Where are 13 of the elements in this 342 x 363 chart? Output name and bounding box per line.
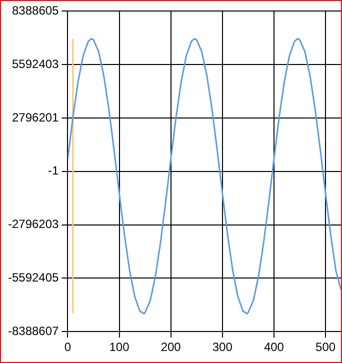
y-tick-label: -2796203 xyxy=(8,217,60,232)
y-tick-label: -1 xyxy=(48,164,60,178)
x-tick-label: 100 xyxy=(109,340,130,354)
x-tick-label: 200 xyxy=(160,340,182,354)
x-tick-label: 300 xyxy=(212,340,233,354)
y-tick-label: 8388605 xyxy=(12,4,60,18)
x-tick-label: 400 xyxy=(264,340,284,354)
y-tick-label: -5592405 xyxy=(8,270,60,285)
x-tick-label: 500 xyxy=(316,340,336,354)
y-tick-label: -8388607 xyxy=(8,324,60,338)
x-tick-label: 0 xyxy=(64,340,72,354)
y-tick-label: 2796201 xyxy=(12,110,60,124)
y-tick-label: 5592403 xyxy=(12,56,60,71)
